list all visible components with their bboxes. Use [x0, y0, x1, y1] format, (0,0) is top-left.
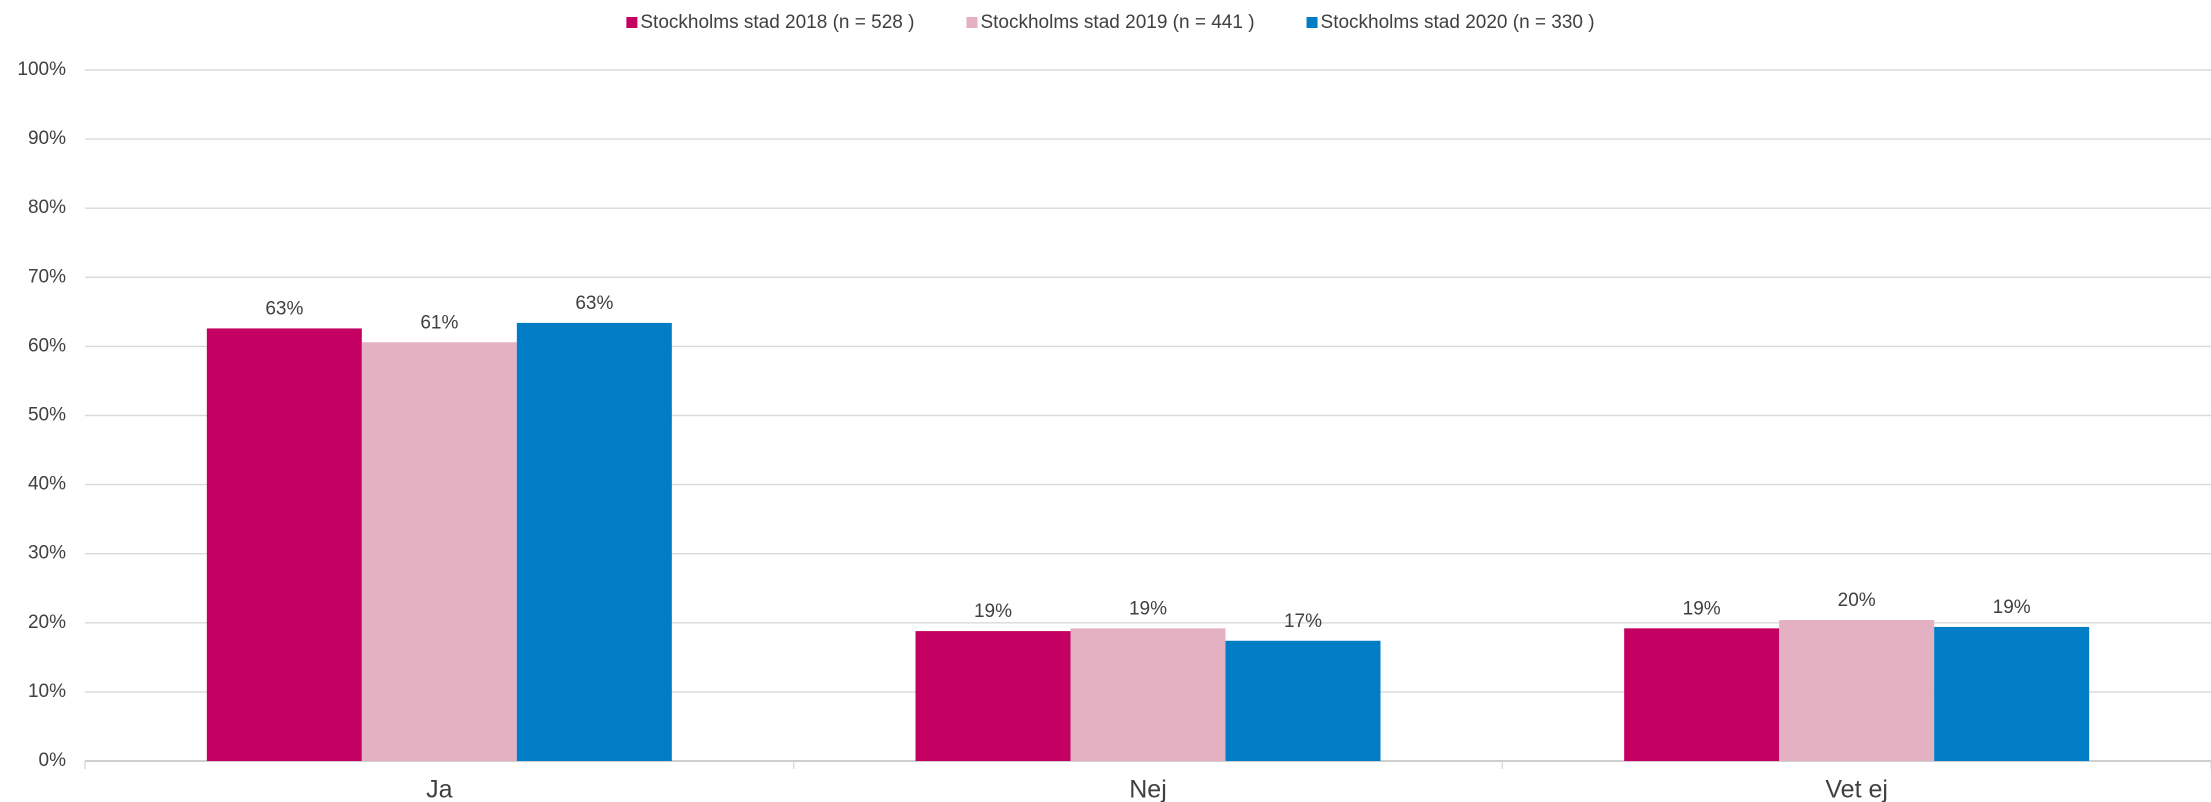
bar — [1779, 620, 1935, 761]
y-tick-label: 70% — [28, 266, 66, 287]
legend-label: Stockholms stad 2019 (n = 441 ) — [980, 12, 1254, 33]
data-label: 17% — [1284, 611, 1322, 632]
bar — [1934, 626, 2090, 761]
data-label: 19% — [974, 601, 1012, 622]
y-tick-label: 20% — [28, 612, 66, 633]
y-tick-label: 80% — [28, 197, 66, 218]
data-label: 20% — [1838, 590, 1876, 611]
data-label: 61% — [420, 312, 458, 333]
x-tick-label: Vet ej — [1825, 776, 1888, 802]
legend-label: Stockholms stad 2018 (n = 528 ) — [640, 12, 914, 33]
data-label: 19% — [1683, 598, 1721, 619]
bar — [915, 631, 1071, 761]
bar — [516, 322, 672, 761]
data-label: 19% — [1129, 598, 1167, 619]
legend-swatch — [1306, 17, 1318, 28]
x-tick-label: Nej — [1129, 776, 1167, 802]
y-tick-label: 60% — [28, 335, 66, 356]
data-label: 63% — [265, 298, 303, 319]
bar — [1070, 628, 1226, 761]
bar — [361, 342, 517, 761]
y-tick-label: 90% — [28, 128, 66, 149]
legend-swatch — [966, 17, 978, 28]
legend-label: Stockholms stad 2020 (n = 330 ) — [1321, 12, 1595, 33]
y-tick-label: 30% — [28, 543, 66, 564]
y-tick-label: 50% — [28, 405, 66, 426]
data-label: 19% — [1993, 597, 2031, 618]
y-tick-label: 0% — [39, 750, 67, 771]
y-tick-label: 40% — [28, 474, 66, 495]
bar — [1624, 628, 1780, 761]
y-tick-label: 10% — [28, 681, 66, 702]
bar — [1225, 640, 1381, 761]
x-tick-label: Ja — [426, 776, 453, 802]
legend-swatch — [626, 17, 638, 28]
y-tick-label: 100% — [17, 59, 66, 80]
bar — [206, 328, 362, 761]
data-label: 63% — [575, 293, 613, 314]
